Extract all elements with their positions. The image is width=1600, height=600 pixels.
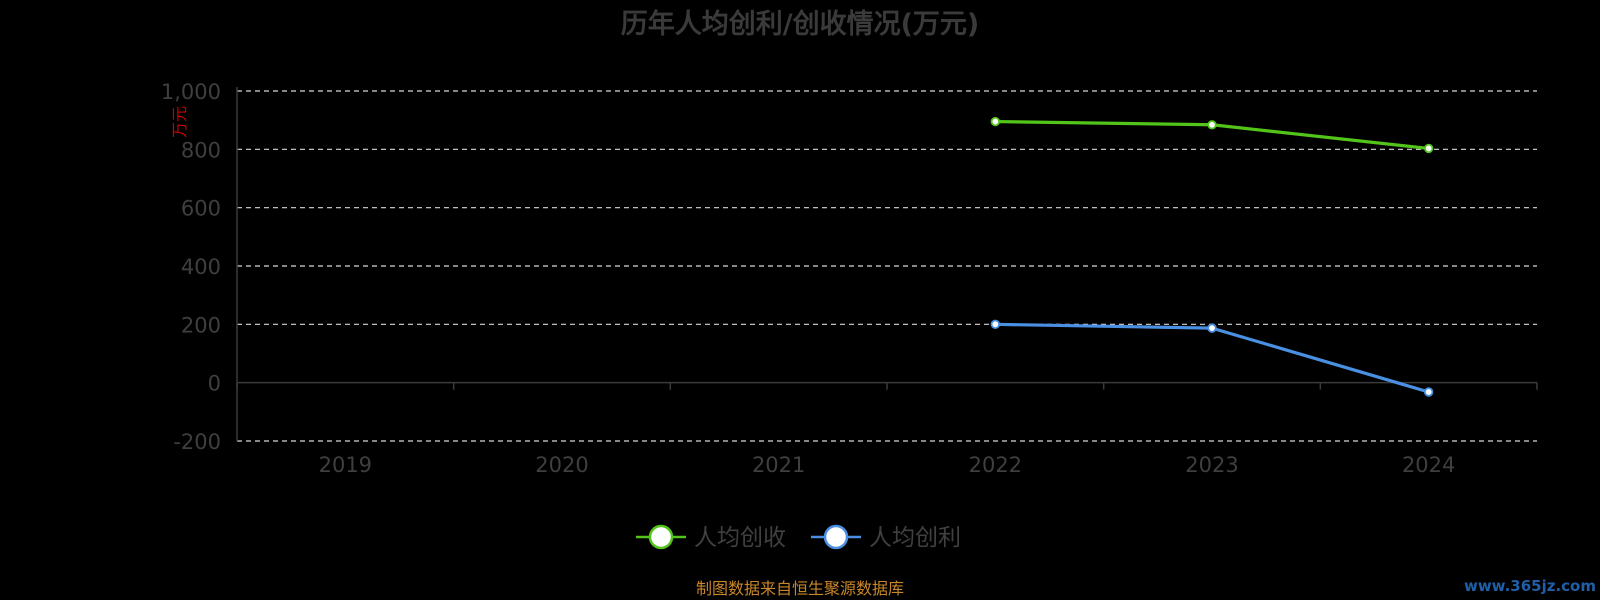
watermark: www.365jz.com [1464, 577, 1596, 595]
legend-item-2[interactable]: 人均创利 [811, 524, 961, 551]
legend-marker-icon [648, 524, 674, 550]
chart-title: 历年人均创利/创收情况(万元) [621, 8, 980, 40]
y-tick-label: -200 [173, 430, 221, 454]
legend-label: 人均创利 [869, 525, 961, 551]
x-tick-label: 2019 [319, 453, 372, 477]
x-tick-label: 2022 [969, 453, 1022, 477]
y-tick-label: 400 [181, 255, 221, 279]
x-tick-label: 2021 [752, 453, 805, 477]
y-tick-label: 0 [208, 372, 221, 396]
y-tick-label: 600 [181, 197, 221, 221]
x-tick-label: 2024 [1402, 453, 1455, 477]
series-line [995, 322, 1430, 394]
data-source-note: 制图数据来自恒生聚源数据库 [696, 579, 904, 598]
data-point[interactable] [1207, 323, 1217, 333]
data-point[interactable] [1207, 120, 1217, 130]
x-tick-label: 2020 [535, 453, 588, 477]
axes: 1,000 800 600 400 200 0 -200 2019 2020 2021 2022 20… [161, 80, 1538, 477]
grid-lines [237, 90, 1537, 442]
legend-item-1[interactable]: 人均创收 [636, 524, 786, 551]
series-1 [990, 116, 1434, 154]
y-tick-label: 1,000 [161, 80, 221, 104]
legend-marker-icon [823, 524, 849, 550]
legend[interactable]: 人均创收 人均创利 [636, 524, 961, 551]
x-tick-label: 2023 [1185, 453, 1238, 477]
data-point[interactable] [990, 116, 1001, 127]
legend-label: 人均创收 [694, 525, 786, 551]
series-lines [990, 116, 1434, 397]
y-axis-label: 万元 [170, 106, 189, 138]
y-tick-label: 800 [181, 138, 221, 162]
data-point[interactable] [990, 319, 1001, 330]
y-tick-label: 200 [181, 313, 221, 337]
series-2 [990, 319, 1434, 397]
data-point[interactable] [1423, 387, 1434, 397]
data-point[interactable] [1423, 143, 1434, 154]
